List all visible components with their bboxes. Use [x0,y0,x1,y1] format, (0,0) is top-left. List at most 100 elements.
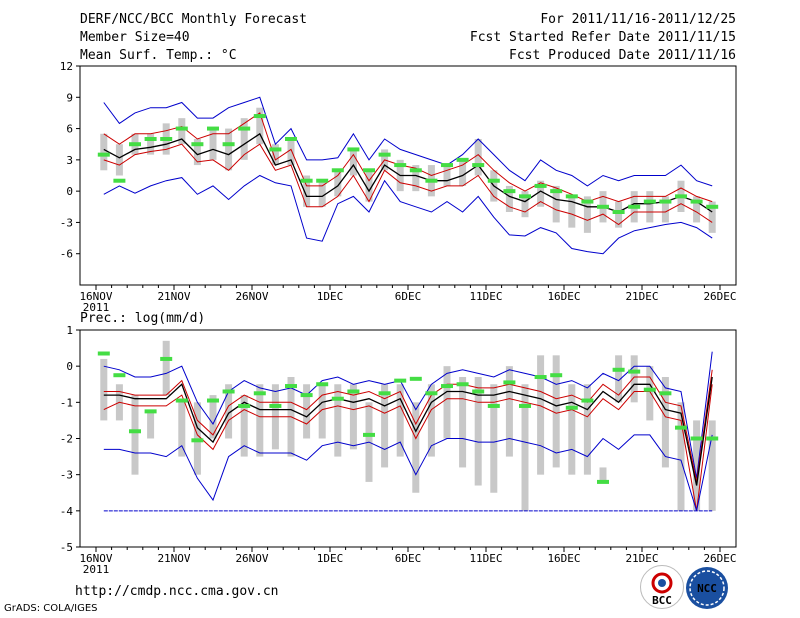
spread-box-1-27 [521,384,529,511]
y-tick-label-1-1: -4 [60,505,74,518]
spread-box-0-38 [693,196,701,223]
series-ensemble-min-1 [103,434,713,511]
obs-marker-0-19 [394,163,407,168]
obs-marker-0-14 [316,178,329,183]
spread-box-0-1 [115,144,123,176]
x-tick-label-1-7: 21DEC [625,552,658,565]
spread-box-1-26 [505,366,513,457]
obs-marker-1-20 [409,376,422,381]
obs-marker-1-25 [487,403,500,408]
x-tick-label-0-7: 21DEC [625,290,658,303]
spread-box-0-16 [349,149,357,176]
spread-box-0-36 [661,196,669,223]
obs-marker-0-17 [363,168,375,173]
spread-box-1-25 [490,384,498,493]
obs-marker-1-11 [269,403,282,408]
spread-box-1-0 [100,358,108,421]
obs-marker-1-15 [331,396,344,401]
obs-marker-0-30 [565,194,578,199]
obs-marker-0-24 [472,163,485,168]
y-tick-label-0-2: 0 [66,185,73,198]
bcc-logo: BCC [640,565,684,609]
grads-credit: GrADS: COLA/IGES [4,603,98,614]
obs-marker-0-0 [97,152,110,157]
obs-marker-1-14 [316,382,329,387]
start-date: Fcst Started Refer Date 2011/11/15 [469,30,736,45]
spread-box-0-39 [708,201,716,233]
x-tick-label-1-1: 21NOV [157,552,190,565]
prec-chart-title: Prec.: log(mm/d) [80,311,206,326]
x-tick-label-0-2: 26NOV [235,290,268,303]
spread-box-0-23 [459,159,467,186]
obs-marker-0-11 [269,147,282,152]
y-tick-label-0-4: 6 [66,123,73,136]
member-size: Member Size=40 [80,30,190,45]
ncc-logo-text: NCC [697,582,717,595]
series-ensemble-max-1 [103,351,713,479]
y-tick-label-1-3: -2 [60,433,73,446]
obs-marker-1-8 [222,389,235,394]
obs-marker-1-34 [628,369,641,374]
obs-marker-1-32 [597,479,609,484]
spread-box-1-2 [131,395,139,475]
obs-marker-1-2 [129,429,141,434]
bcc-logo-text: BCC [652,594,672,607]
x-tick-label-0-0: 16NOV [79,290,112,303]
forecast-period: For 2011/11/16-2011/12/25 [540,12,736,27]
forecast-title: DERF/NCC/BCC Monthly Forecast [80,12,307,27]
y-tick-label-1-6: 1 [66,324,73,337]
obs-marker-0-35 [643,199,656,204]
obs-marker-1-12 [285,384,297,389]
obs-marker-1-13 [300,393,313,398]
obs-marker-0-32 [597,204,609,209]
spread-box-0-10 [256,107,264,145]
spread-box-0-5 [178,118,186,145]
spread-box-1-4 [162,340,170,396]
spread-box-1-35 [646,366,654,421]
x-tick-label-0-5: 11DEC [469,290,502,303]
obs-marker-1-37 [675,425,687,430]
spread-box-1-22 [443,366,451,439]
spread-box-1-31 [583,384,591,475]
obs-marker-0-10 [253,114,266,119]
spread-box-1-30 [568,384,576,475]
x-tick-label-1-8: 26DEC [703,552,736,565]
obs-marker-1-30 [565,405,578,410]
x-tick-label-0-8: 26DEC [703,290,736,303]
obs-marker-1-5 [175,398,188,403]
x-tick-label-0-1: 21NOV [157,290,190,303]
obs-marker-1-31 [581,398,594,403]
obs-marker-0-31 [581,199,594,204]
obs-marker-1-29 [550,373,563,378]
spread-box-1-34 [630,355,638,403]
x-tick-label-1-0: 16NOV [79,552,112,565]
obs-marker-0-6 [191,142,204,147]
obs-marker-1-22 [441,384,453,389]
spread-box-1-5 [178,402,186,457]
x-tick-label-1-3: 1DEC [317,552,344,565]
series-ensemble-mean-0 [103,132,713,213]
spread-box-0-15 [334,170,342,197]
obs-marker-0-25 [487,178,500,183]
obs-marker-0-1 [113,178,126,183]
y-tick-label-0-0: -6 [60,248,73,261]
spread-box-1-14 [318,384,326,439]
y-tick-label-1-2: -3 [60,469,73,482]
x-tick-label-1-5: 11DEC [469,552,502,565]
spread-box-0-29 [552,185,560,223]
spread-box-1-16 [349,384,357,450]
obs-marker-0-33 [612,210,625,214]
obs-marker-0-26 [503,189,516,194]
spread-box-1-38 [693,420,701,511]
obs-marker-1-26 [503,380,516,385]
source-url[interactable]: http://cmdp.ncc.cma.gov.cn [75,584,279,599]
obs-marker-0-8 [222,142,235,147]
obs-marker-1-36 [659,391,672,396]
obs-marker-0-4 [160,137,173,141]
spread-box-1-23 [459,377,467,468]
obs-marker-0-5 [175,126,188,131]
spread-box-0-26 [505,185,513,212]
spread-box-0-12 [287,139,295,166]
spread-box-0-13 [303,175,311,207]
